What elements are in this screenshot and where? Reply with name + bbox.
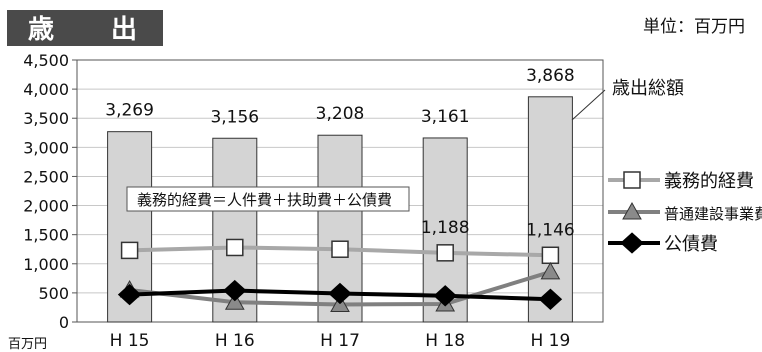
series-point xyxy=(622,201,642,220)
x-tick-label: H 19 xyxy=(530,331,570,351)
legend-label: 普通建設事業費 xyxy=(664,205,762,223)
series-point xyxy=(620,232,644,254)
y-tick-label: 2,000 xyxy=(23,197,69,216)
annotation-text: 義務的経費＝人件費＋扶助費＋公債費 xyxy=(137,191,392,209)
bar-value-label: 3,161 xyxy=(421,107,470,127)
bar xyxy=(527,96,573,323)
bar-series-leader xyxy=(571,89,606,121)
bar-value-label: 3,269 xyxy=(105,101,154,121)
x-tick-label: H 17 xyxy=(320,331,360,351)
title-background xyxy=(7,10,163,46)
series-point xyxy=(623,171,641,189)
bars xyxy=(107,96,573,323)
y-axis-ticks: 0 500 1,000 1,500 2,000 2,500 3,000 3,500 4,000 4… xyxy=(23,51,77,332)
annotation-box xyxy=(126,186,410,212)
chart-title: 歳 出 xyxy=(28,15,161,45)
series-point xyxy=(328,282,352,305)
bar-labels: 3,269 3,156 3,208 3,161 3,868 xyxy=(105,66,574,127)
point-labels: 1,188 1,146 xyxy=(421,218,575,240)
bar-value-label: 3,868 xyxy=(526,66,575,86)
series-point xyxy=(120,241,139,260)
legend-label: 義務的経費 xyxy=(664,171,754,192)
series-point xyxy=(331,240,349,258)
y-axis-unit: 百万円 xyxy=(8,337,47,352)
series-point xyxy=(540,261,561,280)
series-point xyxy=(223,279,247,302)
point-value-label: 1,146 xyxy=(526,220,575,240)
series-point xyxy=(117,283,142,306)
y-tick-label: 1,500 xyxy=(23,226,69,245)
y-tick-label: 4,000 xyxy=(23,80,69,99)
point-value-label: 1,188 xyxy=(421,218,470,238)
series-point xyxy=(436,244,454,262)
x-tick-label: H 15 xyxy=(110,331,150,351)
y-tick-label: 3,000 xyxy=(23,138,69,157)
series-point xyxy=(226,238,244,257)
y-tick-label: 500 xyxy=(38,284,69,303)
x-tick-label: H 16 xyxy=(215,331,255,351)
series-point xyxy=(541,246,560,265)
y-tick-label: 1,000 xyxy=(23,255,69,274)
bar-series-label: 歳出総額 xyxy=(612,78,684,99)
y-tick-label: 4,500 xyxy=(23,51,69,70)
series-point xyxy=(433,285,457,307)
y-tick-label: 2,500 xyxy=(23,167,69,186)
bar-value-label: 3,156 xyxy=(210,107,259,127)
y-tick-label: 3,500 xyxy=(23,109,69,128)
series-lines xyxy=(117,238,563,313)
x-tick-label: H 18 xyxy=(425,331,465,351)
legend-label: 公債費 xyxy=(664,234,718,255)
bar-value-label: 3,208 xyxy=(316,104,365,124)
unit-label: 単位：百万円 xyxy=(643,17,745,37)
y-tick-label: 0 xyxy=(59,313,69,332)
x-axis-ticks: H 15 H 16 H 17 H 18 H 19 xyxy=(110,331,571,351)
series-point xyxy=(538,288,563,310)
